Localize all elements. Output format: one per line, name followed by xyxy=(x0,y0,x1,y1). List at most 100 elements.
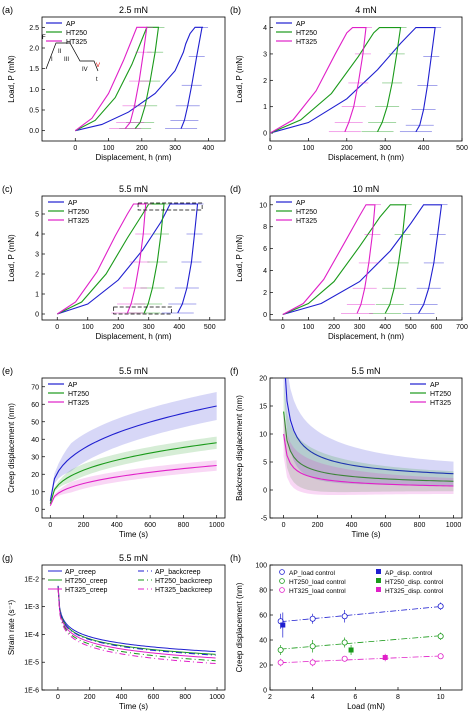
legend-label: HT325 xyxy=(430,400,451,407)
y-tick-label: 0.0 xyxy=(29,128,39,135)
y-tick-label: 1E-3 xyxy=(24,604,39,611)
x-tick-label: 200 xyxy=(341,145,353,152)
y-tick-label: 1E-2 xyxy=(24,576,39,583)
y-axis-label: Load, P (mN) xyxy=(235,55,244,103)
series-band-HT325 xyxy=(283,411,454,495)
y-tick-label: 80 xyxy=(259,588,267,595)
legend-label: HT250 xyxy=(66,30,87,37)
inset-curve xyxy=(45,42,99,72)
y-tick-label: 5 xyxy=(35,212,39,219)
panel-c: (c) 5.5 mN 0 100 200 300 400 500 0 1 2 3 4 5 Displacem… xyxy=(2,184,226,341)
series-line-HT250 xyxy=(49,442,217,504)
x-tick-label: 1000 xyxy=(209,694,225,701)
series-line-HT250_creep xyxy=(57,586,216,655)
plot-frame xyxy=(269,195,463,321)
x-tick-label: 400 xyxy=(173,324,185,331)
series-line-HT325_backcreep xyxy=(57,587,216,665)
legend-swatch xyxy=(376,587,381,592)
data-point-HT325_load control xyxy=(437,653,444,660)
x-tick-label: 200 xyxy=(312,522,324,529)
x-tick-label: 800 xyxy=(178,522,190,529)
y-tick-label: 0 xyxy=(263,312,267,319)
inset-label: F xyxy=(42,35,46,41)
x-tick-label: 800 xyxy=(414,522,426,529)
y-tick-label: 1E-6 xyxy=(24,688,39,695)
legend-label: AP xyxy=(68,200,78,207)
legend-label: HT325_creep xyxy=(65,587,108,594)
panel-e: (e) 5.5 mN 0 200 400 600 800 1000 0 10 20 30 40 50 60 7… xyxy=(2,366,226,539)
x-tick-label: 6 xyxy=(353,694,357,701)
x-axis-label: Time (s) xyxy=(119,702,148,711)
y-tick-label: 2 xyxy=(35,272,39,279)
legend-label: AP xyxy=(430,382,440,389)
y-axis-label: Load, P (mN) xyxy=(235,234,244,282)
legend: AP HT250 HT325 xyxy=(48,382,89,407)
y-tick-label: 0 xyxy=(35,507,39,514)
data-point-HT325_load control xyxy=(341,655,348,662)
x-tick-label: 300 xyxy=(169,145,181,152)
y-tick-label: 1 xyxy=(35,292,39,299)
legend-label: HT325_disp. control xyxy=(385,588,444,595)
chart-title: 5.5 mN xyxy=(119,184,148,194)
legend-label: AP xyxy=(296,21,306,28)
x-axis-label: Displacement, h (nm) xyxy=(95,153,171,162)
x-tick-label: 300 xyxy=(354,324,366,331)
legend: AP HT250 HT325 xyxy=(276,21,317,46)
legend: AP HT250 HT325 xyxy=(46,21,87,46)
legend-label: HT250_disp. control xyxy=(385,579,444,586)
y-tick-label: 10 xyxy=(259,432,267,439)
inset-label: II xyxy=(58,49,62,55)
y-tick-label: 3 xyxy=(35,252,39,259)
series-band-HT325 xyxy=(50,460,217,507)
panel-b: (b) 4 mN 0 100 200 300 400 500 0 1 2 3 4 Displacement… xyxy=(230,5,468,162)
x-tick-label: 400 xyxy=(379,324,391,331)
x-tick-label: 400 xyxy=(116,694,128,701)
x-tick-label: 600 xyxy=(431,324,443,331)
panel-label: (e) xyxy=(2,366,13,376)
panel-label: (a) xyxy=(2,5,13,15)
legend-label: HT250 xyxy=(68,209,89,216)
chart-title: 2.5 mN xyxy=(119,5,148,15)
y-tick-label: 3 xyxy=(263,51,267,58)
legend-label: AP_creep xyxy=(65,569,96,576)
plot-frame xyxy=(269,16,463,142)
series-line-HT325 xyxy=(49,464,217,506)
x-tick-label: 500 xyxy=(405,324,417,331)
y-tick-label: 20 xyxy=(259,663,267,670)
y-tick-label: -5 xyxy=(261,516,267,523)
inset-label: t xyxy=(96,77,98,83)
legend-label: HT250_backcreep xyxy=(155,578,212,585)
series-line-HT250 xyxy=(283,411,454,482)
plot-area xyxy=(57,585,216,665)
legend-swatch xyxy=(279,578,285,584)
data-point-AP_load control xyxy=(341,613,348,620)
x-tick-label: 1000 xyxy=(446,522,462,529)
series-line-AP xyxy=(49,405,217,501)
y-tick-label: 1.5 xyxy=(29,66,39,73)
series-band-AP xyxy=(50,392,217,504)
legend-label: HT325_load control xyxy=(289,588,346,595)
plot-frame xyxy=(41,377,226,519)
y-axis-label: Strain rate (s⁻¹) xyxy=(7,599,16,655)
x-tick-label: 0 xyxy=(281,324,285,331)
legend: AP HT250 HT325 xyxy=(48,200,89,225)
series-band-HT250 xyxy=(50,436,217,506)
legend-label: AP xyxy=(66,21,76,28)
panel-g: (g) 5.5 mN 0 200 400 600 800 1000 1E-6 1E-5 1E-4 1E… xyxy=(2,553,226,711)
x-tick-label: 200 xyxy=(78,522,90,529)
y-tick-label: 40 xyxy=(259,638,267,645)
x-tick-label: 100 xyxy=(82,324,94,331)
legend-label: HT325 xyxy=(66,39,87,46)
panel-label: (c) xyxy=(2,184,13,194)
legend: AP_load control HT250_load control HT325_l… xyxy=(279,569,444,595)
x-axis-label: Displacement, h (nm) xyxy=(328,153,404,162)
x-tick-label: 300 xyxy=(379,145,391,152)
legend-label: HT325 xyxy=(68,218,89,225)
data-point-HT250_load control xyxy=(437,633,444,640)
y-tick-label: 6 xyxy=(263,246,267,253)
x-tick-label: 200 xyxy=(84,694,96,701)
series-line-HT250 xyxy=(75,26,160,132)
x-tick-label: 400 xyxy=(346,522,358,529)
inset-label: III xyxy=(64,57,69,63)
